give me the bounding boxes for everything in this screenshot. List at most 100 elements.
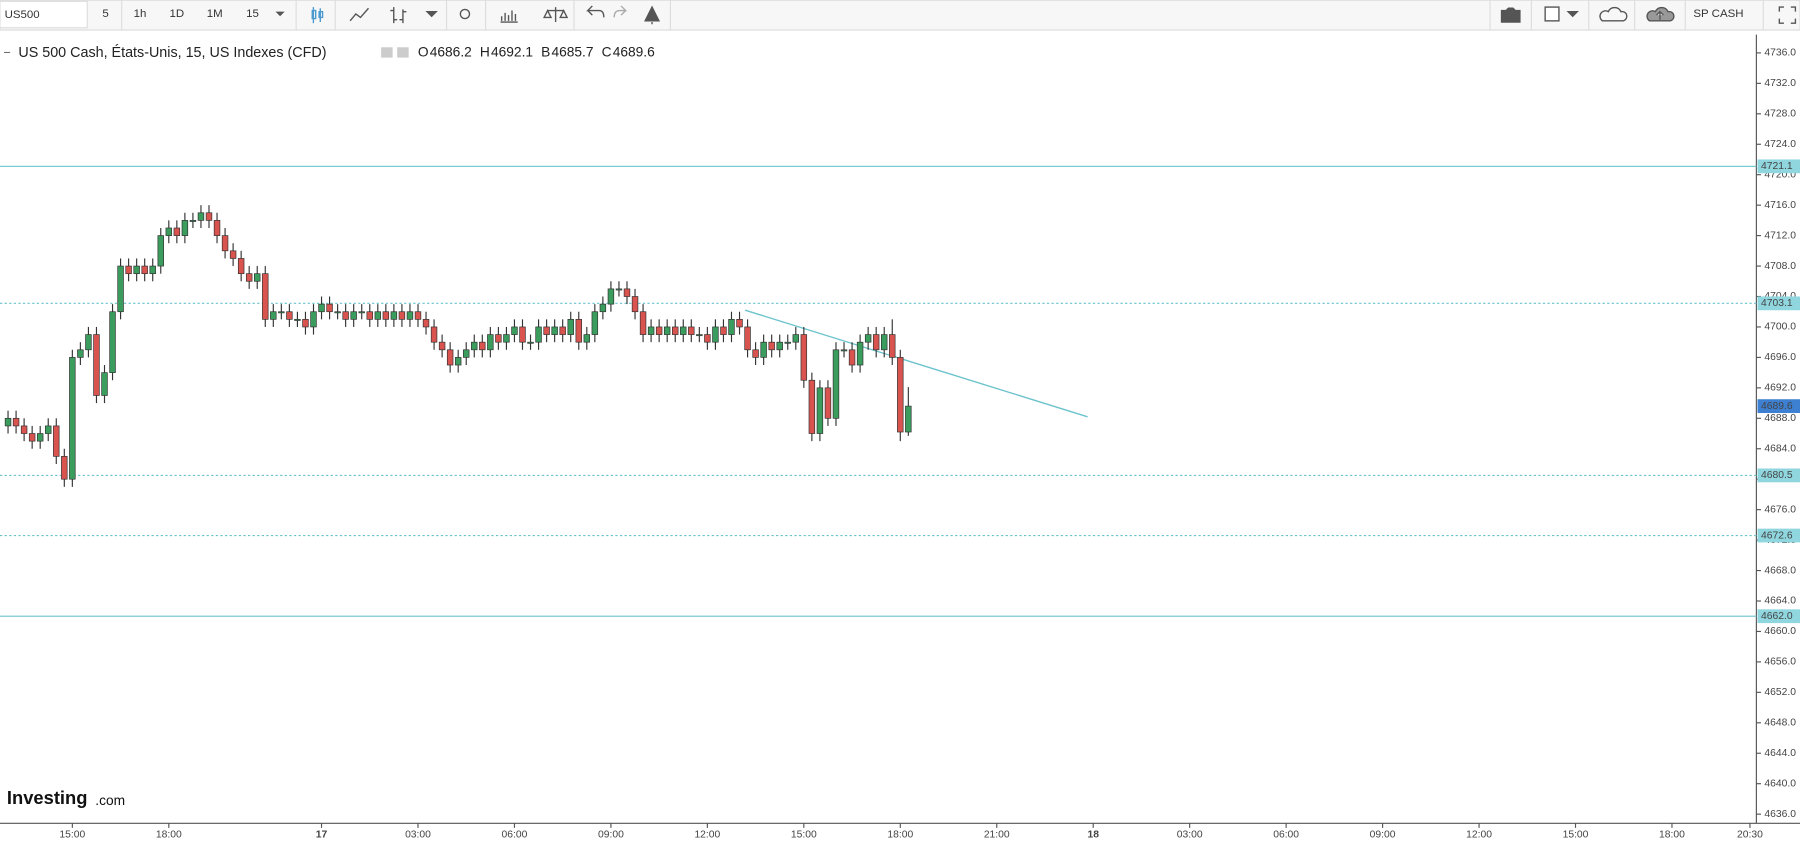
candle-body — [286, 311, 293, 320]
candle-body — [205, 212, 213, 221]
candle-body — [848, 349, 856, 366]
candle-body — [141, 265, 148, 275]
camera-icon[interactable] — [1500, 7, 1521, 23]
interval[interactable]: 5 — [102, 8, 108, 20]
interval[interactable]: 1D — [169, 8, 184, 20]
candle-body — [310, 311, 317, 328]
candle-body — [350, 311, 357, 320]
cloud-icon[interactable] — [1599, 6, 1628, 22]
candle-body — [181, 220, 189, 236]
level-label-bg — [1757, 296, 1800, 311]
fullscreen-icon[interactable] — [1778, 6, 1797, 24]
candle-body — [680, 326, 687, 335]
line-icon[interactable] — [349, 7, 370, 22]
indicators-icon[interactable] — [500, 10, 518, 23]
candle-body — [503, 334, 510, 343]
candle-body — [237, 258, 245, 275]
candle-body — [366, 311, 373, 320]
y-tick-label: 4664.0 — [1764, 596, 1796, 607]
y-tick-label: 4736.0 — [1764, 48, 1796, 59]
candle-body — [398, 311, 406, 320]
candle-body — [776, 341, 783, 351]
candle-body — [382, 311, 390, 320]
color-icon[interactable] — [1544, 6, 1560, 22]
candle-body — [872, 334, 880, 351]
candle-body — [85, 334, 92, 351]
candle-body — [824, 387, 832, 419]
candle-body — [784, 341, 791, 344]
legend-key: H — [480, 45, 490, 60]
x-tick-label: 09:00 — [598, 829, 624, 840]
legend-toggle[interactable]: − — [3, 45, 10, 59]
candle-body — [374, 311, 382, 320]
candle-body — [663, 326, 671, 335]
candle-body — [430, 326, 438, 343]
candle-body — [270, 311, 277, 320]
candle-body — [302, 318, 309, 328]
candle-body — [631, 296, 639, 313]
legend-value: 4685.7 — [551, 45, 593, 60]
candle-body — [36, 433, 44, 442]
y-tick-label: 4700.0 — [1764, 322, 1796, 333]
undo-icon[interactable] — [586, 5, 605, 18]
candle-body — [69, 357, 76, 480]
legend-value: 4686.2 — [430, 45, 472, 60]
candle-body — [559, 326, 566, 335]
candle-body — [897, 357, 904, 433]
interval[interactable]: 1h — [134, 8, 147, 20]
bars-icon[interactable] — [390, 7, 407, 24]
candle-body — [728, 318, 735, 335]
candle-body — [197, 212, 205, 221]
candle-body — [704, 334, 711, 343]
x-tick-label: 12:00 — [694, 829, 720, 840]
y-tick-label: 4656.0 — [1764, 657, 1796, 668]
y-tick-label: 4676.0 — [1764, 504, 1796, 515]
level-label: 4703.1 — [1761, 298, 1793, 309]
x-tick-label: 12:00 — [1466, 829, 1492, 840]
y-tick-label: 4688.0 — [1764, 413, 1796, 424]
level-label-bg — [1757, 468, 1800, 483]
y-tick-label: 4708.0 — [1764, 261, 1796, 272]
candle-body — [358, 311, 365, 314]
candle-body — [414, 311, 422, 320]
upload-icon[interactable] — [1646, 6, 1675, 22]
candle-body — [20, 425, 28, 434]
alert-icon[interactable] — [644, 5, 661, 25]
level-label: 4672.6 — [1761, 530, 1793, 541]
dropdown[interactable] — [275, 11, 285, 17]
symbol[interactable]: US500 — [5, 9, 40, 21]
candle-body — [53, 425, 60, 457]
candle-body — [543, 326, 550, 335]
level-label: 4680.5 — [1761, 470, 1793, 481]
candle-body — [471, 341, 478, 351]
level-label: 4721.1 — [1761, 161, 1793, 172]
candle-body — [881, 334, 888, 351]
y-tick-label: 4716.0 — [1764, 200, 1796, 211]
x-tick-label: 15:00 — [791, 829, 817, 840]
legend-icon[interactable] — [397, 47, 409, 58]
candle-body — [479, 341, 486, 351]
candle-body — [551, 326, 558, 335]
candle-body — [189, 220, 197, 222]
account[interactable]: SP CASH — [1693, 8, 1743, 20]
candle-body — [390, 311, 398, 320]
interval[interactable]: 15 — [246, 8, 259, 20]
dropdown[interactable] — [1566, 10, 1579, 18]
symbol-box[interactable] — [0, 0, 88, 29]
candle-body — [583, 334, 591, 343]
watermark: Investing .com — [7, 787, 125, 808]
candle-body — [157, 235, 164, 267]
candle-body — [840, 349, 848, 352]
x-tick-label: 03:00 — [1177, 829, 1203, 840]
redo-icon[interactable] — [613, 5, 628, 18]
candles-icon[interactable] — [311, 7, 324, 24]
legend-icon[interactable] — [381, 47, 393, 58]
x-tick-label: 18:00 — [156, 829, 182, 840]
compare-icon[interactable] — [543, 7, 569, 23]
candle-body — [495, 334, 502, 343]
dropdown[interactable] — [425, 10, 438, 18]
settings-icon[interactable] — [459, 8, 471, 20]
interval[interactable]: 1M — [207, 8, 223, 20]
candle-body — [519, 326, 526, 343]
